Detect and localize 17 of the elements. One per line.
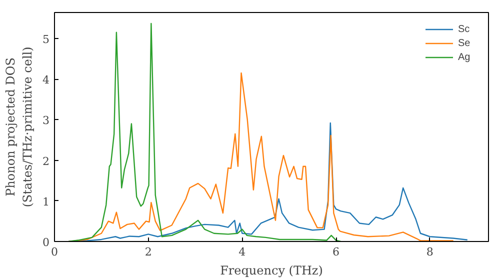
legend-label: Sc bbox=[458, 22, 471, 36]
line-series bbox=[68, 22, 342, 242]
x-tick-label: 8 bbox=[426, 246, 434, 258]
x-tick-label: 0 bbox=[51, 246, 58, 258]
y-tick-label: 1 bbox=[42, 195, 50, 208]
x-tick-label: 2 bbox=[144, 246, 152, 258]
y-tick-label: 4 bbox=[42, 74, 50, 87]
y-tick-label: 0 bbox=[42, 236, 50, 249]
x-axis-title: Frequency (THz) bbox=[220, 264, 323, 278]
x-tick-label: 4 bbox=[238, 246, 246, 258]
x-tick-label: 6 bbox=[332, 246, 340, 258]
y-tick-label: 5 bbox=[42, 32, 50, 46]
legend-label: Se bbox=[458, 36, 472, 50]
y-axis-title: Phonon projected DOS (States/THz·primitive cell) bbox=[4, 46, 34, 208]
y-tick-label: 3 bbox=[42, 114, 50, 128]
y-tick-label: 2 bbox=[42, 154, 50, 168]
legend-label: Ag bbox=[458, 50, 472, 64]
